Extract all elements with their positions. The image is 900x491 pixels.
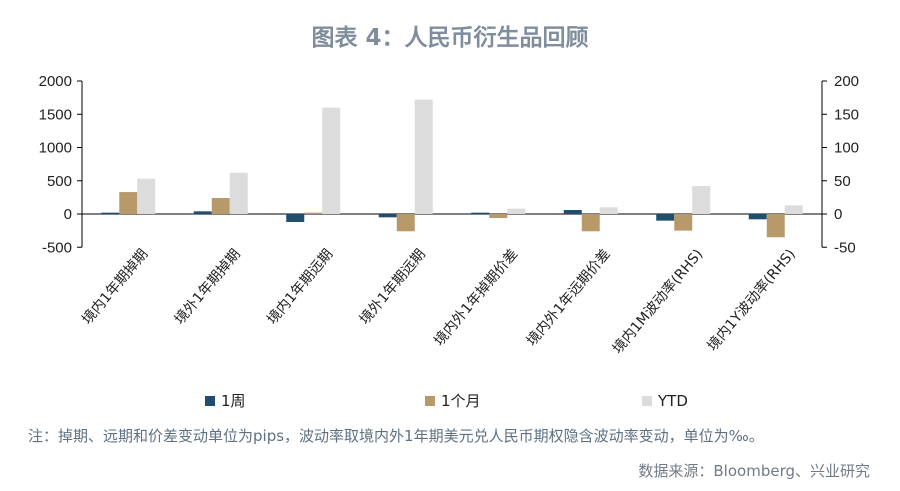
bar-ytd [784,205,803,214]
bar-1m [489,214,508,218]
category-label: 境内1年期远期 [264,246,336,327]
right-axis-tick-label: 0 [834,206,842,223]
bar-ytd [507,208,526,214]
bar-1m [304,212,323,214]
bar-1m [766,214,785,238]
bar-1w [471,212,490,214]
bar-1w [748,214,767,220]
chart-source: 数据来源：Bloomberg、兴业研究 [638,462,870,480]
right-axis-tick-label: -50 [834,239,856,256]
chart-note: 注：掉期、远期和价差变动单位为pips，波动率取境内外1年期美元兑人民币期权隐含… [28,427,764,445]
legend-label: 1周 [221,392,246,410]
bar-1w [193,211,212,214]
bar-1m [674,214,693,231]
chart-title: 图表 4：人民币衍生品回顾 [311,25,589,51]
bar-ytd [137,178,156,214]
category-label: 境外1年期掉期 [172,246,244,327]
bar-1w [378,214,397,218]
legend-swatch [425,396,435,406]
category-labels: 境内1年期掉期 境外1年期掉期 境内1年期远期 境外1年期远期 境内外1年掉期价差 境内外… [79,246,798,357]
legend: 1周 1个月 YTD [205,392,688,410]
bar-1m [581,214,600,232]
right-axis-tick-label: 200 [834,73,859,90]
category-label: 境外1年期远期 [357,246,429,327]
bar-ytd [414,99,433,214]
left-axis-tick-label: 0 [64,206,72,223]
bar-ytd [692,186,711,214]
right-axis-tick-label: 150 [834,106,859,123]
bar-1m [396,214,415,232]
bar-1w [101,212,120,214]
right-axis-tick-label: 50 [834,173,851,190]
bar-1w [656,214,675,221]
legend-label: 1个月 [441,392,481,410]
bar-1w [286,214,305,222]
legend-label: YTD [657,392,688,410]
category-label: 境内1M波动率(RHS) [609,246,706,357]
category-label: 境内外1年掉期价差 [431,246,521,349]
category-label: 境内1Y波动率(RHS) [704,246,799,355]
bar-ytd [322,107,341,214]
bar-ytd [599,207,618,214]
right-axis-tick-label: 100 [834,140,859,157]
category-label: 境内1年期掉期 [79,246,151,327]
bar-1m [119,192,138,214]
legend-swatch [642,396,652,406]
left-axis-tick-label: 1500 [39,106,72,123]
category-label: 境内外1年远期价差 [524,246,614,349]
bar-1m [211,198,230,214]
left-axis-tick-label: 500 [47,173,72,190]
left-axis-tick-label: -500 [42,239,72,256]
legend-swatch [205,396,215,406]
left-axis-tick-label: 2000 [39,73,72,90]
bar-ytd [229,172,248,214]
left-axis-tick-label: 1000 [39,140,72,157]
bar-1w [563,210,582,214]
bars [101,99,803,238]
